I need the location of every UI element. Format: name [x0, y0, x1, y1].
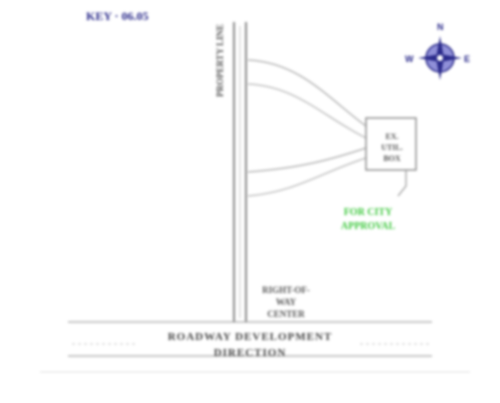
utility-box: [365, 117, 417, 171]
curve-3: [247, 147, 367, 173]
compass-east-label: E: [464, 54, 470, 64]
box-leader-line: [397, 170, 407, 197]
roadway-label: ROADWAY DEVELOPMENT DIRECTION: [167, 331, 333, 359]
curve-2: [247, 83, 367, 139]
compass-north-label: N: [437, 22, 444, 32]
utility-box-label: EX. UTIL. BOX: [381, 132, 403, 163]
compass-icon: N E W: [405, 22, 470, 80]
drawing-id-label: KEY · 06.05: [86, 9, 149, 23]
approval-note: FOR CITY APPROVAL: [340, 207, 396, 232]
centerline-label: RIGHT-OF-WAY CENTER: [262, 285, 310, 320]
curve-4: [247, 157, 367, 197]
property-line-label: PROPERTY LINE: [215, 23, 226, 98]
compass-west-label: W: [405, 54, 414, 64]
curve-1: [247, 59, 367, 127]
